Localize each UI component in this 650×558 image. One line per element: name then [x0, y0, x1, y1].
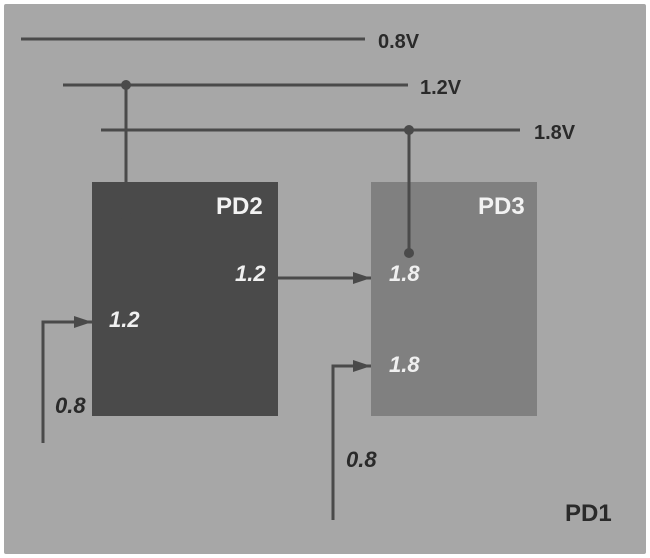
diagram-svg: [0, 0, 650, 558]
diagram-canvas: 0.8V1.2V 1.8V PD2 PD3 1.2 1.2 1.8 1.8 0.8 0.8 PD1: [0, 0, 650, 558]
val-pd3-in2-1-8: 1.8: [389, 352, 420, 378]
val-left-0-8: 0.8: [55, 393, 86, 419]
val-pd3-in-1-8: 1.8: [389, 261, 420, 287]
rail-1-2v-label: 1.2V: [420, 77, 461, 100]
block-pd3-title: PD3: [478, 193, 525, 221]
label-pd1: PD1: [565, 500, 612, 528]
val-pd2-out-1-2: 1.2: [235, 261, 266, 287]
val-mid-0-8: 0.8: [346, 447, 377, 473]
block-pd2-title: PD2: [216, 193, 263, 221]
val-pd2-in-1-2: 1.2: [109, 307, 140, 333]
rail-0-8v-label: 0.8V: [378, 31, 419, 54]
rail-1-8v-label: 1.8V: [534, 122, 575, 145]
